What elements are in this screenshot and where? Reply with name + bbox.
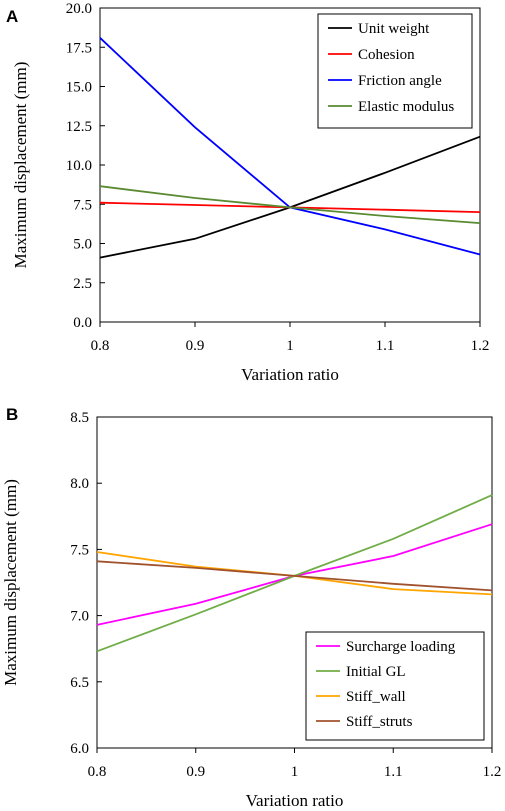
chart-panel-b: B 6.0 6.5 7.0 7.5 8.0 8.5 0.8 0.9 1 1.1 1.2 Variatio… [1,405,501,810]
legend-label: Unit weight [358,21,430,37]
legend-label: Cohesion [358,47,415,63]
y-tick-label: 6.5 [70,675,89,691]
series-line-initial-gl [96,494,493,653]
y-tick-label: 8.0 [70,476,89,492]
y-tick-label: 8.5 [70,410,89,426]
legend-box [317,13,473,129]
legend-label: Initial GL [346,664,406,680]
y-tick-label: 2.5 [73,276,92,292]
panel-letter: A [6,7,18,26]
x-tick-label: 1 [286,338,294,354]
x-tick-label: 0.8 [88,764,107,780]
legend-label: Elastic modulus [358,99,454,115]
y-tick-label: 5.0 [73,237,92,253]
x-axis-title: Variation ratio [246,791,344,810]
y-tick-label: 7.5 [70,542,89,558]
legend-label: Friction angle [358,73,442,89]
y-tick-label: 6.0 [70,741,89,757]
series-line-surcharge-loading [96,523,493,626]
legend-label: Surcharge loading [346,639,456,655]
y-tick-label: 10.0 [66,158,92,174]
series-line-stiff-wall [96,551,493,596]
legend: Surcharge loading Initial GL Stiff_wall Sti… [305,631,485,741]
legend-label: Stiff_wall [346,689,406,705]
legend-label: Stiff_struts [346,714,413,730]
x-tick-label: 1 [291,764,299,780]
y-tick-label: 20.0 [66,1,92,17]
legend: Unit weight Cohesion Friction angle Elastic… [317,13,473,129]
y-tick-label: 15.0 [66,80,92,96]
y-axis-title: Maximum displacement (mm) [1,479,20,686]
x-tick-label: 0.9 [186,764,205,780]
x-tick-label: 0.9 [186,338,205,354]
y-axis-title: Maximum displacement (mm) [11,62,30,269]
panel-letter: B [6,405,18,424]
x-tick-label: 1.2 [483,764,502,780]
legend-box [305,631,485,741]
series-line-elastic-modulus [99,185,481,224]
x-tick-label: 1.2 [471,338,490,354]
chart-panel-a: A 0.0 2.5 5.0 7.5 10.0 12.5 15.0 17.5 20.0 0.8 0.9 1… [6,1,489,384]
y-tick-label: 17.5 [66,40,92,56]
x-axis-title: Variation ratio [241,365,339,384]
x-tick-label: 1.1 [376,338,395,354]
y-tick-label: 7.5 [73,197,92,213]
x-tick-label: 0.8 [91,338,110,354]
y-tick-label: 7.0 [70,609,89,625]
y-tick-label: 0.0 [73,315,92,331]
x-tick-label: 1.1 [384,764,403,780]
y-tick-label: 12.5 [66,119,92,135]
series-line-stiff-struts [96,560,493,592]
